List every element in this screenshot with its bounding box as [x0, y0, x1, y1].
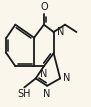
- Text: SH: SH: [18, 89, 31, 99]
- Text: N: N: [57, 27, 64, 37]
- Text: N: N: [40, 69, 48, 80]
- Text: N: N: [63, 73, 71, 83]
- Text: N: N: [43, 89, 51, 99]
- Text: O: O: [40, 2, 48, 12]
